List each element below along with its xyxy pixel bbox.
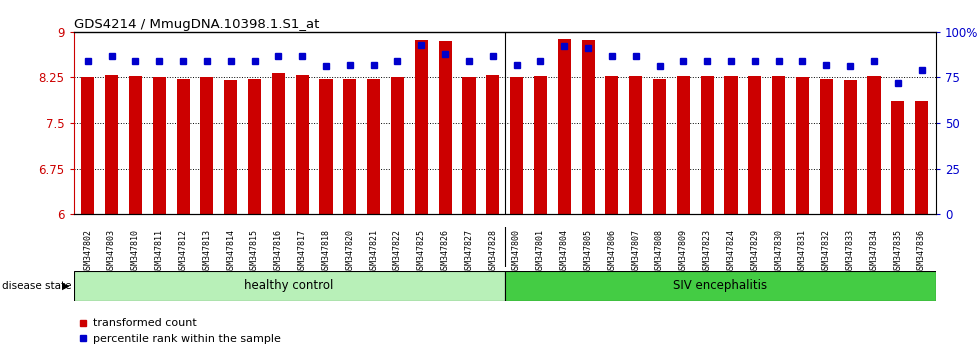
Bar xyxy=(439,41,452,214)
Bar xyxy=(701,76,713,214)
Bar xyxy=(510,78,523,214)
Bar xyxy=(81,77,94,214)
Text: GSM347809: GSM347809 xyxy=(679,229,688,274)
Bar xyxy=(343,79,357,214)
Bar xyxy=(296,75,309,214)
Text: GSM347820: GSM347820 xyxy=(345,229,355,274)
Text: GSM347823: GSM347823 xyxy=(703,229,711,274)
Text: GSM347810: GSM347810 xyxy=(131,229,140,274)
Text: GDS4214 / MmugDNA.10398.1.S1_at: GDS4214 / MmugDNA.10398.1.S1_at xyxy=(74,18,318,31)
Bar xyxy=(581,40,595,214)
Bar xyxy=(844,80,857,214)
Text: GSM347834: GSM347834 xyxy=(869,229,878,274)
Text: GSM347803: GSM347803 xyxy=(107,229,116,274)
Bar xyxy=(129,76,142,214)
Bar xyxy=(796,77,809,214)
Bar xyxy=(463,78,475,214)
Text: GSM347829: GSM347829 xyxy=(751,229,760,274)
Text: GSM347801: GSM347801 xyxy=(536,229,545,274)
Bar xyxy=(271,73,285,214)
Bar xyxy=(200,78,214,214)
Bar xyxy=(534,76,547,214)
Text: GSM347822: GSM347822 xyxy=(393,229,402,274)
Text: healthy control: healthy control xyxy=(244,279,334,292)
Text: GSM347815: GSM347815 xyxy=(250,229,259,274)
Text: GSM347828: GSM347828 xyxy=(488,229,497,274)
Bar xyxy=(415,40,428,214)
Text: GSM347836: GSM347836 xyxy=(917,229,926,274)
Bar xyxy=(724,76,738,214)
Bar xyxy=(606,76,618,214)
Text: GSM347832: GSM347832 xyxy=(822,229,831,274)
Text: disease state: disease state xyxy=(2,281,72,291)
Text: GSM347813: GSM347813 xyxy=(203,229,212,274)
Text: GSM347827: GSM347827 xyxy=(465,229,473,274)
Text: GSM347808: GSM347808 xyxy=(655,229,664,274)
Bar xyxy=(505,271,936,301)
Text: SIV encephalitis: SIV encephalitis xyxy=(673,279,767,292)
Text: GSM347806: GSM347806 xyxy=(608,229,616,274)
Bar xyxy=(867,76,880,214)
Bar xyxy=(248,79,261,214)
Text: GSM347800: GSM347800 xyxy=(513,229,521,274)
Text: GSM347826: GSM347826 xyxy=(441,229,450,274)
Legend: transformed count, percentile rank within the sample: transformed count, percentile rank withi… xyxy=(74,314,285,348)
Bar xyxy=(653,79,666,214)
Text: GSM347805: GSM347805 xyxy=(583,229,593,274)
Bar xyxy=(629,76,642,214)
Text: GSM347816: GSM347816 xyxy=(273,229,283,274)
Bar xyxy=(891,101,905,214)
Bar xyxy=(176,79,190,214)
Bar xyxy=(105,75,119,214)
Text: GSM347831: GSM347831 xyxy=(798,229,807,274)
Text: GSM347804: GSM347804 xyxy=(560,229,568,274)
Text: GSM347814: GSM347814 xyxy=(226,229,235,274)
Bar xyxy=(772,76,785,214)
Text: GSM347833: GSM347833 xyxy=(846,229,855,274)
Text: GSM347824: GSM347824 xyxy=(726,229,736,274)
Bar xyxy=(558,39,570,214)
Text: ▶: ▶ xyxy=(62,281,70,291)
Bar xyxy=(153,78,166,214)
Bar xyxy=(819,79,833,214)
Bar xyxy=(319,79,332,214)
Text: GSM347812: GSM347812 xyxy=(178,229,187,274)
Text: GSM347825: GSM347825 xyxy=(416,229,426,274)
Text: GSM347830: GSM347830 xyxy=(774,229,783,274)
Text: GSM347807: GSM347807 xyxy=(631,229,640,274)
Text: GSM347835: GSM347835 xyxy=(894,229,903,274)
Text: GSM347818: GSM347818 xyxy=(321,229,330,274)
Bar xyxy=(677,76,690,214)
Text: GSM347802: GSM347802 xyxy=(83,229,92,274)
Bar xyxy=(224,80,237,214)
Bar xyxy=(915,101,928,214)
Bar xyxy=(368,79,380,214)
Bar xyxy=(391,78,404,214)
Text: GSM347811: GSM347811 xyxy=(155,229,164,274)
Text: GSM347821: GSM347821 xyxy=(369,229,378,274)
Text: GSM347817: GSM347817 xyxy=(298,229,307,274)
Bar xyxy=(749,76,761,214)
Bar xyxy=(74,271,505,301)
Bar xyxy=(486,75,500,214)
